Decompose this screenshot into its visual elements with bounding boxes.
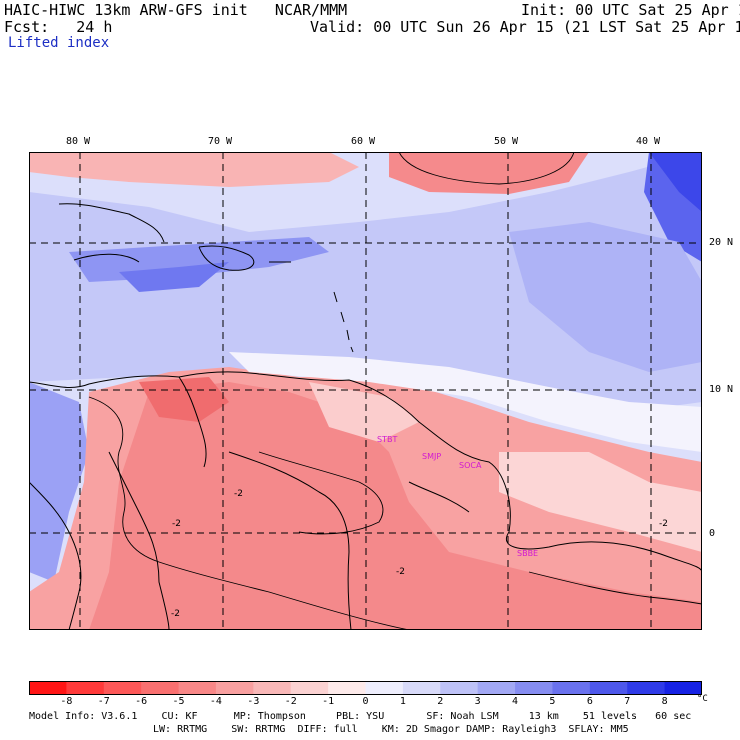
stable-zone-mid [29,152,702,412]
contour-label: -2 [172,519,181,529]
map-border [29,152,702,630]
colorbar-outline [29,681,702,695]
colorbar-tick-label: 3 [474,696,481,707]
stable-pacific [29,382,89,582]
lon-label-80w: 80 W [66,136,91,147]
map-canvas: -2 -2 -2 -2 -2 STBT SMJP SOCA SBBE [29,152,702,630]
unstable-venezuela-core [139,377,229,422]
stable-atlantic [509,222,702,372]
colorbar-tick-label: -6 [135,696,148,707]
colorbar-tick-label: -5 [172,696,185,707]
colorbar-tick-label: -2 [284,696,297,707]
lon-label-60w: 60 W [351,136,376,147]
colorbar-swatch [440,681,479,695]
coastlines [29,203,702,630]
colorbar-unit: °C [697,694,708,704]
colorbar-tick-label: 1 [399,696,406,707]
colorbar-swatch [29,681,67,695]
colorbar-tick-label: 4 [512,696,519,707]
lifted-index-map: -2 -2 -2 -2 -2 STBT SMJP SOCA SBBE [29,152,702,630]
colorbar-tick-label: 7 [624,696,631,707]
colorbar [29,680,703,695]
colorbar-swatch [66,681,105,695]
border-central [228,451,352,630]
field-name: Lifted index [8,35,110,51]
station-smjp: SMJP [422,452,441,461]
contour-label: -2 [396,567,405,577]
pacific-coast [29,481,82,630]
colorbar-tick-label: 0 [362,696,369,707]
colorbar-tick-label: -1 [322,696,335,707]
lon-label-70w: 70 W [208,136,233,147]
border-guiana [408,481,470,513]
contour-label: -2 [659,519,668,529]
graticule [29,152,702,630]
colorbar-tick-label: 2 [437,696,444,707]
colorbar-swatch [552,681,591,695]
stable-core [119,262,229,292]
cuba-coast [58,203,165,243]
model-info-line1: Model Info: V3.6.1 CU: KF MP: Thompson P… [29,711,692,722]
lon-label-40w: 40 W [636,136,661,147]
colorbar-swatch [103,681,142,695]
unstable-north-strip [29,152,359,187]
colorbar-tick-label: 6 [586,696,593,707]
colorbar-swatch [664,681,703,695]
init-time: Init: 00 UTC Sat 25 Apr 15 [521,1,740,19]
colorbar-tick-label: -8 [60,696,73,707]
contour-label: -2 [171,609,180,619]
station-sbbe: SBBE [517,549,538,558]
unstable-core-south [89,382,702,630]
hispaniola-coast [198,245,255,271]
contour-north [398,152,575,185]
jamaica-coast [73,253,140,263]
colorbar-swatch [178,681,217,695]
colorbar-swatches [29,681,703,695]
contour-label: -2 [234,489,243,499]
contours [88,152,702,630]
stable-east-deep [649,152,702,212]
colorbar-swatch [402,681,441,695]
colorbar-swatch [141,681,180,695]
colorbar-swatch [627,681,666,695]
neutral-band [229,352,702,452]
lat-label-0: 0 [709,528,716,539]
station-soca: SOCA [459,461,482,470]
colorbar-swatch [477,681,516,695]
contour-minus2-b [258,451,384,535]
colorbar-swatch [215,681,254,695]
lesser-antilles [333,291,354,353]
colorbar-tick-label: -4 [209,696,222,707]
colorbar-swatch [515,681,553,695]
contour-minus2-a [88,396,410,630]
lon-label-50w: 50 W [494,136,519,147]
south-america-north-coast [29,371,702,573]
forecast-hour: Fcst: 24 h [4,18,113,36]
colorbar-swatch [328,681,366,695]
colorbar-tick-label: -3 [247,696,260,707]
colorbar-swatch [253,681,292,695]
colorbar-swatch [589,681,628,695]
lat-label-20n: 20 N [709,237,734,248]
colorbar-swatch [290,681,329,695]
model-title: HAIC-HIWC 13km ARW-GFS init NCAR/MMM [4,1,348,19]
station-stbt: STBT [377,435,397,444]
colorbar-tick-label: 8 [661,696,668,707]
lake-maracaibo [178,376,207,468]
model-info-line2: LW: RRTMG SW: RRTMG DIFF: full KM: 2D Sm… [153,724,629,735]
neutral-zone-guiana [309,382,419,442]
contour-minus2-c [528,571,702,605]
colorbar-swatch [365,681,404,695]
colorbar-tick-label: -7 [97,696,110,707]
lat-label-10n: 10 N [709,384,734,395]
valid-time: Valid: 00 UTC Sun 26 Apr 15 (21 LST Sat … [310,18,740,36]
colorbar-tick-label: 5 [549,696,556,707]
border-west [108,451,170,630]
unstable-north-atlantic [389,152,589,194]
